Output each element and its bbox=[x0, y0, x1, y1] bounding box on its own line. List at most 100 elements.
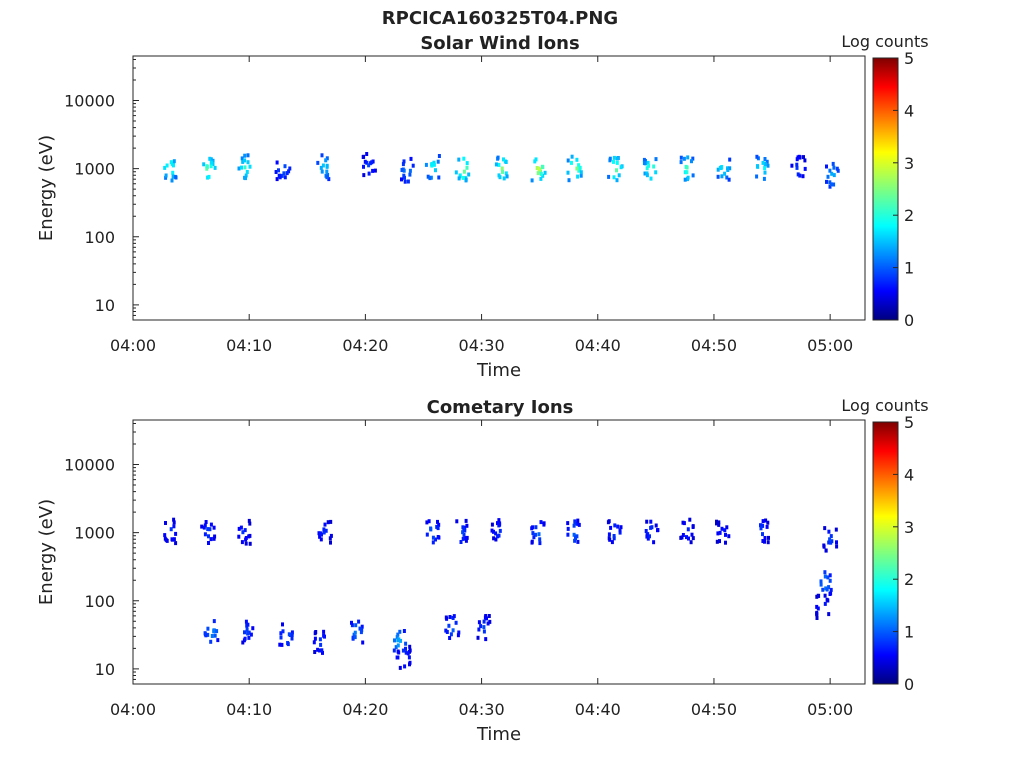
data-cell bbox=[539, 520, 543, 525]
data-cell bbox=[172, 517, 176, 522]
x-tick-label: 04:10 bbox=[226, 700, 272, 719]
data-cell bbox=[169, 160, 173, 165]
data-cell bbox=[823, 593, 827, 598]
x-tick-label: 04:30 bbox=[459, 336, 505, 355]
data-cell bbox=[476, 635, 480, 640]
data-cell bbox=[174, 541, 178, 546]
data-cell bbox=[763, 157, 767, 161]
data-cell bbox=[203, 532, 207, 537]
data-cell bbox=[823, 570, 827, 575]
data-cell bbox=[370, 160, 374, 165]
data-cell bbox=[566, 521, 570, 526]
data-cell bbox=[209, 164, 213, 169]
data-cell bbox=[322, 530, 326, 535]
data-cell bbox=[455, 519, 459, 524]
data-cell bbox=[316, 647, 320, 652]
data-cell bbox=[171, 174, 175, 179]
data-cell bbox=[321, 650, 324, 655]
data-cell bbox=[246, 160, 250, 165]
data-cell bbox=[278, 642, 282, 647]
data-cell bbox=[464, 536, 468, 541]
data-cell bbox=[646, 160, 650, 165]
data-cell bbox=[239, 525, 243, 530]
y-axis: 10 100 1000 10000 bbox=[64, 58, 139, 321]
data-cell bbox=[825, 179, 828, 184]
data-cell bbox=[174, 531, 178, 536]
data-cell bbox=[213, 633, 217, 638]
colorbar-tick-label: 5 bbox=[904, 49, 914, 68]
data-cell bbox=[328, 536, 332, 541]
data-cell bbox=[326, 520, 330, 525]
data-cell bbox=[835, 544, 839, 549]
data-cell bbox=[816, 593, 820, 598]
data-cell bbox=[823, 601, 827, 606]
data-cell bbox=[766, 520, 770, 525]
data-cell bbox=[537, 166, 541, 171]
data-cell bbox=[396, 638, 400, 643]
data-cell bbox=[448, 636, 452, 640]
data-cell bbox=[448, 615, 452, 619]
data-cell bbox=[716, 531, 720, 536]
data-cell bbox=[691, 524, 695, 529]
data-cell bbox=[247, 635, 251, 640]
data-cell bbox=[576, 521, 580, 526]
data-cell bbox=[457, 630, 461, 635]
data-cell bbox=[815, 612, 819, 617]
data-cell bbox=[576, 539, 580, 544]
data-cell bbox=[566, 526, 570, 531]
data-cell bbox=[403, 664, 407, 669]
data-cell bbox=[716, 167, 720, 172]
data-cell bbox=[393, 638, 396, 643]
data-cell bbox=[618, 530, 622, 535]
data-cell bbox=[431, 535, 435, 540]
data-cell bbox=[350, 620, 353, 625]
data-cell bbox=[685, 170, 689, 175]
data-cell bbox=[203, 631, 207, 636]
colorbar-tick-label: 1 bbox=[904, 259, 914, 278]
data-cell bbox=[244, 541, 248, 546]
data-cell bbox=[828, 537, 832, 542]
data-cell bbox=[288, 166, 292, 171]
data-cell bbox=[243, 165, 247, 170]
data-cell bbox=[718, 530, 722, 535]
data-cell bbox=[723, 528, 727, 533]
colorbar-tick-label: 2 bbox=[904, 570, 914, 589]
data-cell bbox=[819, 582, 823, 587]
data-cell bbox=[365, 152, 369, 156]
data-cell bbox=[575, 534, 579, 539]
data-cell bbox=[429, 527, 433, 532]
data-cell bbox=[654, 523, 658, 528]
data-cell bbox=[761, 532, 764, 537]
data-cell bbox=[727, 534, 731, 539]
data-cell bbox=[619, 525, 623, 530]
data-cell bbox=[318, 637, 322, 642]
data-cell bbox=[408, 168, 412, 173]
panel-cometary: Cometary Ions 04:00 04:10 04:20 04:30 04:40 0… bbox=[36, 396, 929, 745]
data-cell bbox=[430, 162, 434, 167]
data-cell bbox=[275, 160, 279, 165]
data-cell bbox=[169, 527, 173, 532]
data-cell bbox=[319, 531, 323, 536]
data-cell bbox=[411, 163, 415, 168]
data-cell bbox=[477, 620, 481, 625]
data-cell bbox=[612, 534, 616, 538]
data-cell bbox=[402, 168, 406, 173]
data-cell bbox=[725, 525, 729, 530]
data-cell bbox=[461, 536, 465, 541]
data-cell bbox=[171, 163, 175, 168]
data-cell bbox=[642, 161, 646, 166]
data-cell bbox=[324, 528, 328, 533]
data-cell bbox=[761, 160, 765, 165]
data-cell bbox=[828, 573, 832, 578]
data-cell bbox=[761, 539, 765, 543]
data-cell bbox=[204, 520, 208, 524]
data-cell bbox=[827, 585, 831, 590]
data-cell bbox=[801, 174, 805, 179]
data-cell bbox=[795, 157, 799, 162]
data-cell bbox=[360, 624, 364, 629]
y-tick-label: 10000 bbox=[64, 456, 115, 475]
data-cell bbox=[717, 522, 721, 527]
data-cell bbox=[164, 173, 168, 178]
data-cell bbox=[241, 530, 245, 535]
data-cell bbox=[281, 622, 284, 627]
